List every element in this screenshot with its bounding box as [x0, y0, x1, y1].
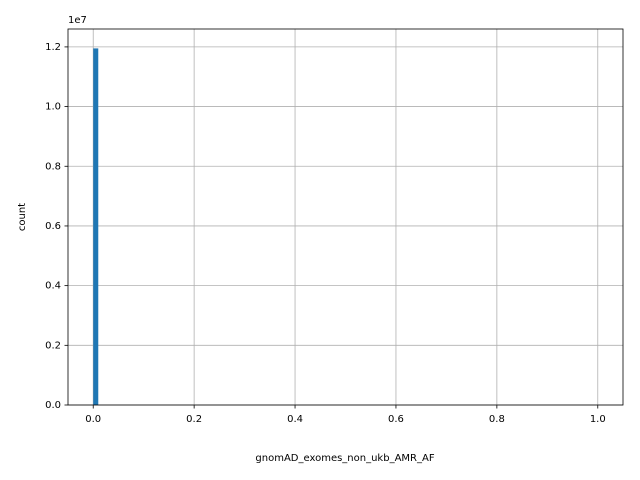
x-tick-label: 0.8 — [489, 414, 505, 425]
y-offset-label: 1e7 — [68, 15, 87, 26]
y-tick-label: 0.4 — [45, 281, 61, 292]
x-axis-label: gnomAD_exomes_non_ukb_AMR_AF — [255, 453, 434, 464]
y-tick-label: 0.8 — [45, 161, 61, 172]
x-tick-label: 0.6 — [388, 414, 404, 425]
x-tick-label: 0.0 — [85, 414, 101, 425]
y-tick-label: 0.2 — [45, 340, 61, 351]
x-tick-label: 1.0 — [590, 414, 606, 425]
y-tick-label: 1.0 — [45, 102, 61, 113]
y-tick-label: 1.2 — [45, 42, 61, 53]
y-tick-label: 0.0 — [45, 400, 61, 411]
x-tick-label: 0.4 — [287, 414, 303, 425]
x-tick-label: 0.2 — [186, 414, 202, 425]
axes-frame — [67, 28, 624, 406]
y-axis-label: count — [17, 203, 28, 231]
bar — [93, 48, 99, 406]
y-tick-label: 0.6 — [45, 221, 61, 232]
